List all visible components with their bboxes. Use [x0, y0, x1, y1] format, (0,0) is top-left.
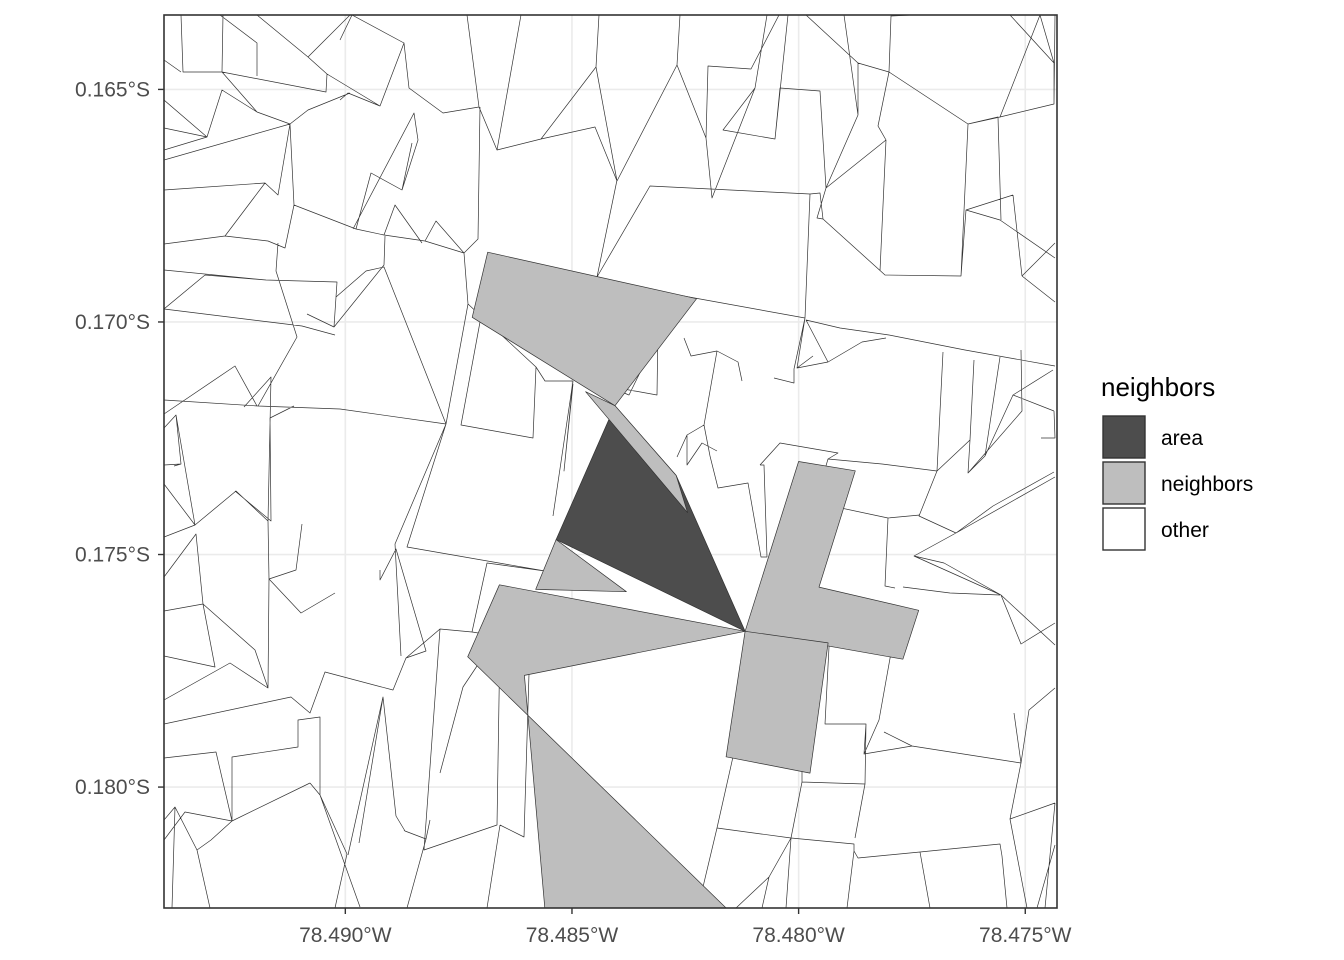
- data-polygons: [467, 251, 920, 908]
- polygon-neighbors: [535, 539, 627, 593]
- polygon-layer: [164, 15, 1056, 908]
- legend: neighbors area neighbors other: [1101, 372, 1253, 551]
- legend-key-neighbors: [1102, 461, 1146, 505]
- polygon-neighbors: [725, 630, 829, 774]
- y-axis: 0.165°S 0.170°S 0.175°S 0.180°S: [75, 78, 164, 799]
- x-tick-label: 78.490°W: [299, 924, 392, 947]
- polygon-neighbors: [585, 391, 688, 514]
- legend-key-other: [1102, 507, 1146, 551]
- legend-label-neighbors: neighbors: [1161, 473, 1253, 496]
- map-panel: [163, 14, 1058, 909]
- y-tick-label: 0.175°S: [75, 544, 150, 567]
- legend-label-area: area: [1161, 427, 1203, 450]
- x-axis: 78.490°W 78.485°W 78.480°W 78.475°W: [299, 908, 1072, 947]
- legend-key-area: [1102, 415, 1146, 459]
- polygon-neighbors: [467, 584, 746, 908]
- panel-border: [163, 14, 1058, 909]
- legend-label-other: other: [1161, 519, 1209, 542]
- y-tick-label: 0.180°S: [75, 776, 150, 799]
- x-tick-label: 78.485°W: [526, 924, 619, 947]
- polygon-other: [164, 15, 1056, 908]
- x-tick-label: 78.480°W: [752, 924, 845, 947]
- other-polygons: [164, 15, 1056, 908]
- y-tick-label: 0.170°S: [75, 311, 150, 334]
- x-tick-label: 78.475°W: [979, 924, 1072, 947]
- legend-items: area neighbors other: [1102, 415, 1253, 551]
- legend-title: neighbors: [1101, 372, 1215, 402]
- polygon-neighbors: [471, 251, 697, 407]
- y-tick-label: 0.165°S: [75, 78, 150, 101]
